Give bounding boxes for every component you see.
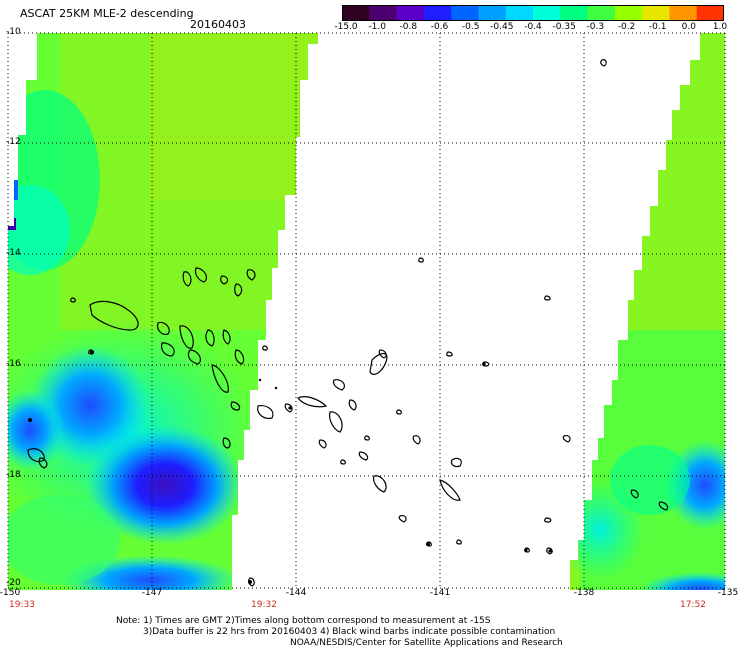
left-swath (8, 33, 318, 590)
pass-time: 17:52 (680, 600, 706, 610)
colorbar-segment (478, 5, 507, 21)
land-dots (28, 350, 552, 584)
note-line-2: 3)Data buffer is 22 hrs from 20160403 4)… (143, 627, 556, 637)
lat-label: -12 (6, 137, 21, 147)
colorbar-label: -0.3 (586, 22, 605, 32)
lon-label: -147 (141, 588, 163, 598)
product-date: 20160403 (190, 18, 246, 31)
colorbar-segment (369, 5, 398, 21)
lon-label: -138 (573, 588, 595, 598)
colorbar-label: -0.1 (648, 22, 667, 32)
colorbar-border (342, 5, 724, 21)
colorbar-segment (342, 5, 370, 21)
colorbar-segment (423, 5, 452, 21)
gridlines (7, 32, 726, 589)
colorbar-segment (614, 5, 643, 21)
lat-label: -14 (6, 248, 21, 258)
colorbar-segment (533, 5, 561, 21)
colorbar-segment (396, 5, 425, 21)
colorbar-label: -0.6 (430, 22, 449, 32)
colorbar-label: 0.0 (681, 22, 696, 32)
colorbar-segment (587, 5, 616, 21)
colorbar-label: -0.4 (524, 22, 542, 32)
product-title: ASCAT 25KM MLE-2 descending (20, 7, 194, 20)
note-line-1: Note: 1) Times are GMT 2)Times along bot… (116, 616, 491, 626)
colorbar-label: -0.2 (617, 22, 636, 32)
colorbar-segment (696, 5, 724, 21)
colorbar-label: -0.45 (490, 22, 514, 32)
colorbar-label: -0.8 (399, 22, 418, 32)
land-outlines (27, 59, 669, 587)
pass-time: 19:33 (9, 600, 35, 610)
colorbar-segment (505, 5, 534, 21)
lon-label: -135 (717, 588, 739, 598)
lon-label: -141 (429, 588, 451, 598)
lat-label: -10 (6, 27, 21, 37)
lat-label: -20 (6, 578, 21, 588)
colorbar (342, 5, 724, 21)
pass-time: 19:32 (251, 600, 277, 610)
lat-label: -16 (6, 359, 21, 369)
colorbar-segment (451, 5, 479, 21)
note-line-3: NOAA/NESDIS/Center for Satellite Applica… (290, 638, 563, 648)
colorbar-label: -0.5 (461, 22, 480, 32)
colorbar-segment (642, 5, 670, 21)
colorbar-label: -0.35 (552, 22, 576, 32)
colorbar-labels: -15.0 -1.0 -0.8 -0.6 -0.5 -0.45 -0.4 -0.… (334, 22, 728, 36)
colorbar-label: 1.0 (712, 22, 728, 32)
right-swath (570, 33, 725, 590)
colorbar-label: -1.0 (368, 22, 386, 32)
colorbar-segment (560, 5, 589, 21)
lon-label: -150 (0, 588, 21, 598)
colorbar-segment (669, 5, 698, 21)
lat-label: -18 (6, 470, 21, 480)
colorbar-label: -15.0 (334, 22, 358, 32)
lon-label: -144 (285, 588, 307, 598)
